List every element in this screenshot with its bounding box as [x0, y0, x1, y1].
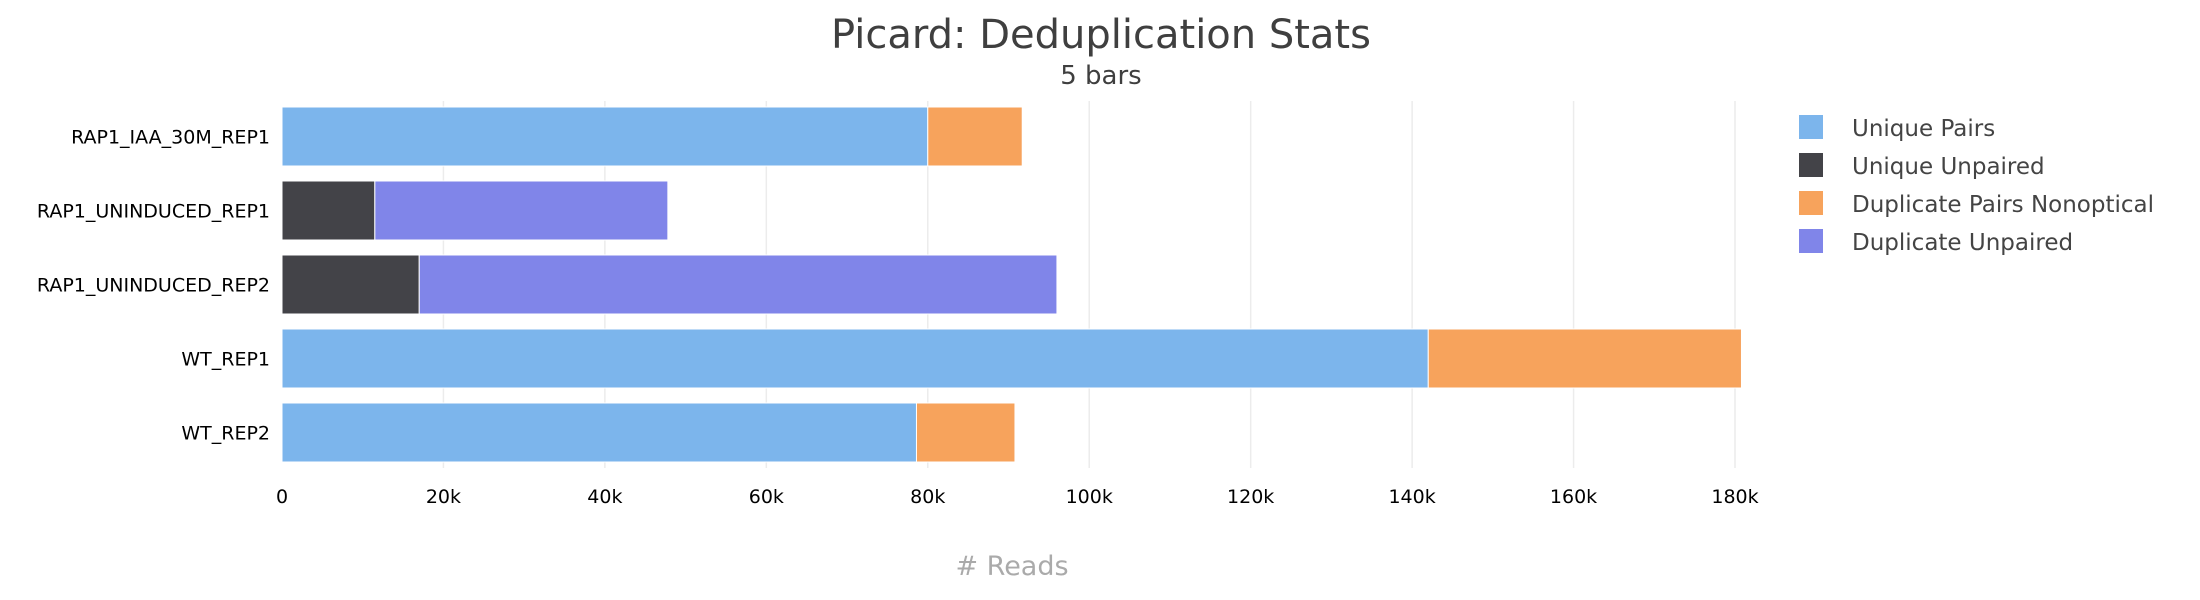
legend-swatch [1799, 153, 1823, 177]
x-tick-label: 120k [1227, 486, 1274, 508]
legend-label: Duplicate Pairs Nonoptical [1852, 192, 2154, 218]
x-axis-tick-labels: 0 20k 40k 60k 80k 100k 120k 140k 160k 180k [276, 486, 1759, 508]
bar-segment[interactable] [927, 106, 1023, 167]
category-label: RAP1_UNINDUCED_REP2 [37, 275, 270, 297]
legend: Unique Pairs Unique Unpaired Duplicate Pai… [1799, 115, 2154, 256]
bar-segment[interactable] [281, 180, 376, 241]
category-label: WT_REP1 [181, 349, 270, 371]
x-tick-label: 60k [749, 486, 784, 508]
x-tick-label: 20k [426, 486, 461, 508]
bar-segment[interactable] [281, 254, 420, 315]
category-label: RAP1_UNINDUCED_REP1 [37, 201, 270, 223]
x-axis-title: # Reads [955, 551, 1068, 582]
bar-segment[interactable] [281, 328, 1429, 389]
legend-swatch [1799, 115, 1823, 139]
bar-segment[interactable] [1427, 328, 1742, 389]
x-tick-label: 180k [1711, 486, 1758, 508]
x-tick-label: 0 [276, 486, 288, 508]
x-tick-label: 140k [1388, 486, 1435, 508]
legend-label: Unique Unpaired [1852, 154, 2045, 180]
bar-segment[interactable] [418, 254, 1058, 315]
category-label: WT_REP2 [181, 423, 270, 445]
bar-segments [281, 106, 1742, 463]
x-tick-label: 80k [910, 486, 945, 508]
legend-label: Unique Pairs [1852, 116, 1995, 142]
bar-segment[interactable] [915, 402, 1016, 463]
category-label: RAP1_IAA_30M_REP1 [71, 127, 270, 149]
x-tick-label: 40k [587, 486, 622, 508]
x-tick-label: 160k [1550, 486, 1597, 508]
category-labels: RAP1_IAA_30M_REP1 RAP1_UNINDUCED_REP1 RAP1… [37, 127, 270, 445]
x-tick-label: 100k [1066, 486, 1113, 508]
chart-subtitle: 5 bars [1060, 61, 1141, 91]
legend-label: Duplicate Unpaired [1852, 230, 2073, 256]
bar-segment[interactable] [281, 106, 929, 167]
bar-segment[interactable] [374, 180, 669, 241]
legend-swatch [1799, 191, 1823, 215]
legend-swatch [1799, 229, 1823, 253]
bar-segment[interactable] [281, 402, 917, 463]
chart-title: Picard: Deduplication Stats [831, 12, 1371, 58]
